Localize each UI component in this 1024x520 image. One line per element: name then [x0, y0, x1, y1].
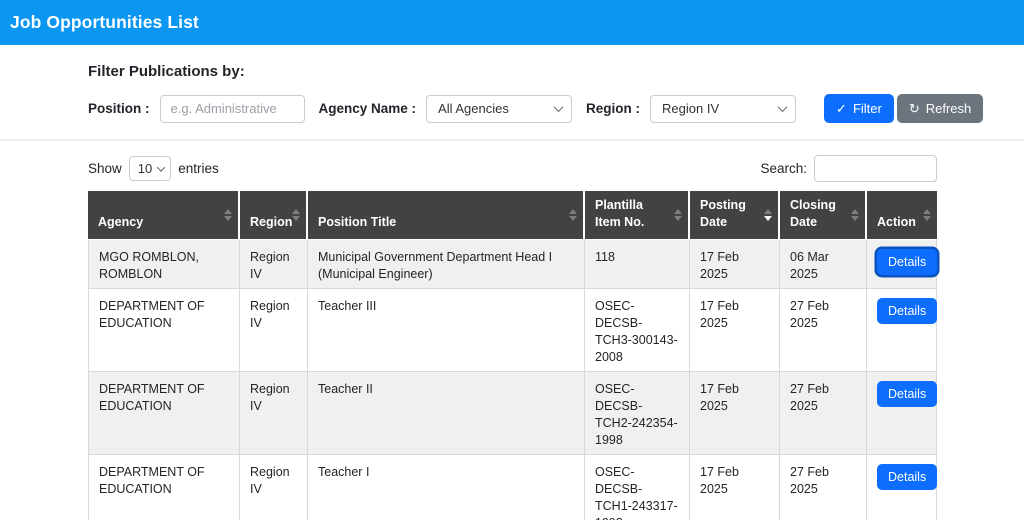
details-button[interactable]: Details	[877, 249, 938, 275]
agency-label: Agency Name :	[318, 101, 417, 116]
details-button[interactable]: Details	[877, 381, 938, 407]
search-input[interactable]	[814, 155, 937, 182]
column-header-plantilla-item-no[interactable]: Plantilla Item No.	[585, 191, 690, 240]
region-select-value: Region IV	[662, 101, 720, 116]
sort-icon	[764, 209, 772, 221]
cell-posting-date: 17 Feb 2025	[690, 372, 780, 455]
chevron-down-icon	[777, 102, 788, 113]
cell-region: Region IV	[240, 240, 308, 289]
table-row: DEPARTMENT OF EDUCATION Region IV Teache…	[88, 455, 938, 520]
sort-icon	[674, 209, 682, 221]
entries-label: entries	[178, 161, 219, 176]
sort-icon	[292, 209, 300, 221]
refresh-icon: ↻	[908, 101, 920, 116]
filter-section: Filter Publications by: Position : Agenc…	[0, 45, 1024, 141]
cell-region: Region IV	[240, 372, 308, 455]
cell-plantilla-item-no: 118	[585, 240, 690, 289]
job-opportunities-table: Agency Region Position Title Plantilla I…	[88, 191, 938, 520]
cell-closing-date: 27 Feb 2025	[780, 455, 867, 520]
filter-button[interactable]: ✓ Filter	[824, 94, 894, 123]
cell-agency: DEPARTMENT OF EDUCATION	[88, 455, 240, 520]
page-title: Job Opportunities List	[10, 12, 199, 32]
sort-icon	[851, 209, 859, 221]
page-length-control: Show 10 entries	[88, 156, 219, 181]
cell-action: Details	[867, 240, 938, 289]
sort-icon	[224, 209, 232, 221]
cell-position-title: Teacher I	[308, 455, 585, 520]
column-header-action[interactable]: Action	[867, 191, 937, 240]
filter-row: Position : Agency Name : All Agencies Re…	[88, 94, 1004, 123]
filter-button-label: Filter	[852, 101, 882, 116]
cell-plantilla-item-no: OSEC-DECSB-TCH3-300143-2008	[585, 289, 690, 372]
cell-closing-date: 27 Feb 2025	[780, 289, 867, 372]
sort-icon	[569, 209, 577, 221]
details-button[interactable]: Details	[877, 464, 938, 490]
table-row: DEPARTMENT OF EDUCATION Region IV Teache…	[88, 289, 938, 372]
column-header-agency[interactable]: Agency	[88, 191, 240, 240]
position-label: Position :	[88, 101, 150, 116]
position-input[interactable]	[159, 94, 305, 123]
cell-closing-date: 06 Mar 2025	[780, 240, 867, 289]
table-row: MGO ROMBLON, ROMBLON Region IV Municipal…	[88, 240, 938, 289]
refresh-button[interactable]: ↻ Refresh	[896, 94, 984, 123]
cell-agency: MGO ROMBLON, ROMBLON	[88, 240, 240, 289]
table-row: DEPARTMENT OF EDUCATION Region IV Teache…	[88, 372, 938, 455]
show-label: Show	[88, 161, 122, 176]
filter-heading: Filter Publications by:	[88, 63, 245, 80]
cell-position-title: Teacher III	[308, 289, 585, 372]
chevron-down-icon	[157, 162, 166, 172]
region-select[interactable]: Region IV	[650, 94, 797, 123]
table-controls: Show 10 entries Search:	[88, 155, 937, 182]
entries-select-value: 10	[137, 161, 153, 176]
cell-position-title: Municipal Government Department Head I (…	[308, 240, 585, 289]
column-header-position-title[interactable]: Position Title	[308, 191, 585, 240]
cell-region: Region IV	[240, 455, 308, 520]
table-body: MGO ROMBLON, ROMBLON Region IV Municipal…	[88, 240, 938, 520]
agency-select[interactable]: All Agencies	[426, 94, 573, 123]
search-label: Search:	[760, 161, 807, 176]
column-header-region[interactable]: Region	[240, 191, 308, 240]
cell-posting-date: 17 Feb 2025	[690, 240, 780, 289]
cell-agency: DEPARTMENT OF EDUCATION	[88, 372, 240, 455]
refresh-button-label: Refresh	[925, 101, 972, 116]
column-header-posting-date[interactable]: Posting Date	[690, 191, 780, 240]
search-control: Search:	[760, 155, 937, 182]
details-button[interactable]: Details	[877, 298, 938, 324]
cell-agency: DEPARTMENT OF EDUCATION	[88, 289, 240, 372]
cell-plantilla-item-no: OSEC-DECSB-TCH2-242354-1998	[585, 372, 690, 455]
region-label: Region :	[586, 101, 641, 116]
cell-action: Details	[867, 455, 938, 520]
cell-position-title: Teacher II	[308, 372, 585, 455]
cell-action: Details	[867, 289, 938, 372]
sort-icon	[923, 209, 931, 221]
column-header-closing-date[interactable]: Closing Date	[780, 191, 867, 240]
chevron-down-icon	[553, 102, 564, 113]
cell-action: Details	[867, 372, 938, 455]
cell-closing-date: 27 Feb 2025	[780, 372, 867, 455]
table-section: Show 10 entries Search: Agency Reg	[88, 155, 938, 520]
cell-plantilla-item-no: OSEC-DECSB-TCH1-243317-1998	[585, 455, 690, 520]
check-icon: ✓	[836, 101, 847, 116]
agency-select-value: All Agencies	[438, 101, 509, 116]
cell-posting-date: 17 Feb 2025	[690, 289, 780, 372]
cell-posting-date: 17 Feb 2025	[690, 455, 780, 520]
entries-select[interactable]: 10	[128, 156, 172, 181]
table-header: Agency Region Position Title Plantilla I…	[88, 191, 937, 240]
app-header: Job Opportunities List	[0, 0, 1024, 45]
cell-region: Region IV	[240, 289, 308, 372]
